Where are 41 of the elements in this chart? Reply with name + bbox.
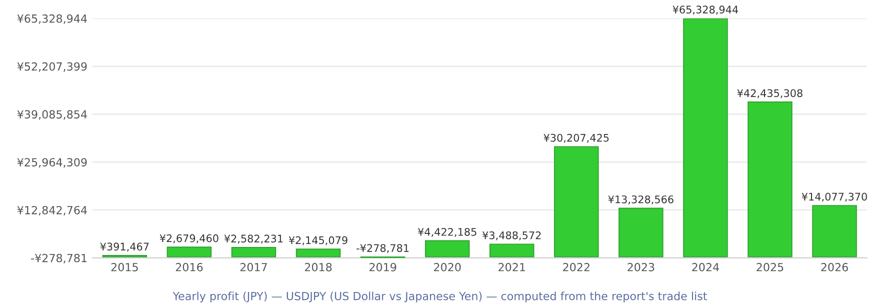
bar: [424, 240, 470, 258]
x-tick-label: 2022: [563, 262, 590, 272]
x-tick-label: 2018: [304, 262, 332, 272]
y-tick-label: ¥52,207,399: [17, 62, 87, 72]
x-tick-label: 2016: [176, 262, 203, 272]
data-label: ¥391,467: [100, 242, 149, 252]
x-tick-label: 2021: [498, 262, 525, 272]
x-tick-label: 2020: [434, 262, 461, 272]
y-tick-label: ¥65,328,944: [17, 14, 87, 24]
data-label: ¥42,435,308: [737, 89, 802, 98]
bar: [490, 244, 534, 258]
bar: [231, 247, 276, 258]
bar: [812, 205, 857, 258]
y-tick-label: ¥25,964,309: [17, 158, 87, 168]
bar: [554, 146, 599, 258]
y-tick-label: ¥39,085,854: [17, 110, 87, 120]
x-tick-label: 2015: [111, 262, 138, 272]
x-tick-label: 2024: [692, 262, 719, 272]
x-tick-label: 2025: [756, 262, 784, 272]
data-label: ¥30,207,425: [544, 134, 609, 143]
data-label: -¥278,781: [356, 244, 409, 254]
y-tick-label: ¥12,842,764: [17, 206, 87, 216]
data-label: ¥65,328,944: [672, 6, 738, 15]
bar: [296, 248, 341, 258]
text: Yearly profit (JPY) — USDJPY (US Dollar vs Japanese Yen) — computed from the report's trade list: [172, 292, 707, 302]
bar: [166, 246, 212, 258]
x-tick-label: 2019: [369, 262, 396, 272]
data-label: ¥2,582,231: [224, 234, 283, 244]
x-tick-label: 2026: [821, 262, 848, 272]
bar: [683, 18, 728, 258]
data-label: ¥13,328,566: [608, 195, 674, 204]
data-label: ¥2,145,079: [288, 236, 348, 246]
bar: [748, 102, 792, 258]
data-label: ¥14,077,370: [802, 192, 867, 202]
data-label: ¥4,422,185: [418, 228, 476, 237]
data-label: ¥2,679,460: [160, 234, 218, 244]
x-tick-label: 2017: [240, 262, 267, 272]
data-label: ¥3,488,572: [482, 231, 541, 240]
y-tick-label: -¥278,781: [31, 254, 87, 264]
bar: [618, 208, 664, 258]
x-tick-label: 2023: [628, 262, 654, 272]
